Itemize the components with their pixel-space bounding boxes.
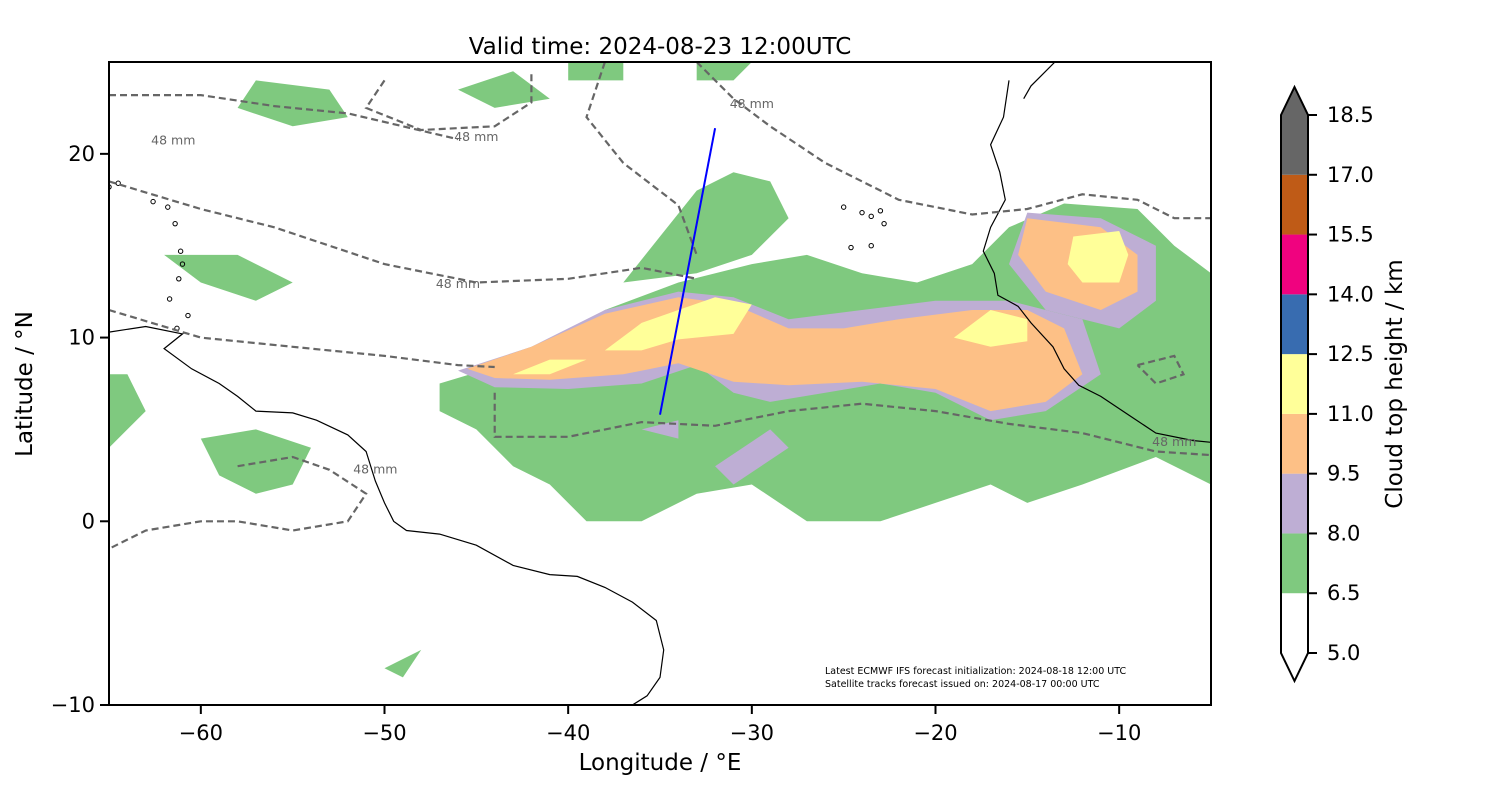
colorbar-segment	[1281, 593, 1308, 653]
colorbar-tick-label: 18.5	[1327, 103, 1374, 127]
colorbar-segment	[1281, 413, 1308, 474]
contour-label: 48 mm	[151, 133, 195, 148]
island	[868, 243, 874, 249]
x-tick-label: −10	[1097, 721, 1141, 745]
island	[185, 312, 191, 319]
colorbar-segment	[1281, 473, 1308, 534]
coastline	[109, 325, 665, 705]
colorbar-tick-label: 8.0	[1327, 521, 1360, 545]
island	[868, 213, 874, 220]
colorbar: 5.0 6.5 8.0 9.5 11.0 12.5 14.0 15.5 17.0 18.5	[1280, 84, 1374, 684]
cloud-region-low	[237, 80, 348, 127]
x-tick-label: −50	[362, 721, 406, 745]
island	[179, 261, 186, 267]
colorbar-extend-max	[1281, 87, 1308, 115]
colorbar-tick-label: 14.0	[1327, 282, 1374, 306]
precip-contour	[695, 62, 1211, 220]
x-tick-label: −20	[913, 721, 957, 745]
cloud-region-top	[1067, 231, 1129, 283]
colorbar-segment	[1281, 234, 1308, 295]
colorbar-extend-min	[1281, 653, 1308, 681]
island	[176, 276, 182, 282]
footnote-line-2: Satellite tracks forecast issued on: 202…	[825, 679, 1100, 690]
x-tick-label: −60	[179, 721, 223, 745]
island	[859, 209, 865, 216]
satellite-track	[659, 127, 717, 415]
island	[848, 244, 854, 251]
contour-label: 48 mm	[730, 96, 774, 111]
colorbar-tick-label: 5.0	[1327, 641, 1360, 665]
colorbar-tick-label: 11.0	[1327, 402, 1374, 426]
x-tick-label: −30	[730, 721, 774, 745]
map-plot-area: 48 mm 48 mm 48 mm 48 mm 48 mm 48 mm	[109, 62, 1211, 705]
colorbar-label: Cloud top height / km	[1382, 259, 1408, 508]
island	[840, 204, 847, 210]
island	[172, 220, 178, 227]
cloud-region-high	[467, 297, 1083, 412]
footnote-line-1: Latest ECMWF IFS forecast initialization…	[825, 666, 1126, 677]
cloud-region-low	[623, 172, 789, 283]
coastline	[982, 80, 1211, 443]
cloud-region-low	[696, 62, 752, 81]
precip-contour	[109, 93, 459, 141]
island	[177, 248, 184, 254]
y-tick-label: −10	[51, 693, 95, 717]
cloud-region-mid	[715, 429, 789, 485]
contour-label: 48 mm	[353, 462, 397, 477]
colorbar-segment	[1281, 294, 1308, 355]
coastlines	[109, 62, 1211, 705]
precip-contour	[109, 308, 495, 369]
colorbar-segment	[1281, 354, 1308, 414]
precip-contour	[1136, 354, 1186, 385]
y-tick-label: 10	[68, 326, 95, 350]
precip-contour	[109, 455, 368, 550]
colorbar-tick-label: 15.5	[1327, 223, 1374, 247]
x-tick-label: −40	[546, 721, 590, 745]
cloud-region-low	[200, 429, 311, 494]
precip-contour	[109, 180, 697, 284]
map-title: Valid time: 2024-08-23 12:00UTC	[469, 34, 852, 60]
island	[150, 198, 156, 205]
y-axis: 20 10 0 −10	[51, 142, 109, 717]
colorbar-tick-label: 17.0	[1327, 163, 1374, 187]
colorbar-segment	[1281, 115, 1308, 175]
island	[877, 208, 884, 214]
colorbar-tick-label: 9.5	[1327, 462, 1360, 486]
y-tick-label: 20	[68, 142, 95, 166]
island	[165, 204, 171, 210]
plot-frame	[108, 61, 1212, 706]
cloud-region-low	[384, 649, 422, 678]
y-axis-label: Latitude / °N	[12, 311, 38, 457]
cloud-region-low	[568, 62, 624, 81]
cloud-region-mid	[641, 420, 679, 439]
contour-label: 48 mm	[1152, 434, 1196, 449]
precip-contour	[364, 71, 533, 132]
colorbar-tick-label: 12.5	[1327, 342, 1374, 366]
x-axis-label: Longitude / °E	[579, 750, 742, 776]
precipitation-contours	[109, 62, 1211, 550]
cloud-region-low	[458, 71, 550, 108]
colorbar-segment	[1281, 533, 1308, 594]
island	[881, 220, 887, 227]
contour-labels: 48 mm 48 mm 48 mm 48 mm 48 mm 48 mm	[151, 96, 1196, 477]
precip-contour	[585, 62, 698, 256]
x-axis: −60 −50 −40 −30 −20 −10	[179, 705, 1141, 745]
cloud-region-low	[164, 254, 293, 301]
precip-contour	[493, 392, 1211, 457]
y-tick-label: 0	[82, 509, 95, 533]
satellite-track-layer	[659, 127, 717, 415]
cloud-region-top	[513, 359, 587, 375]
coastline	[1023, 62, 1056, 99]
contour-label: 48 mm	[454, 129, 498, 144]
colorbar-tick-label: 6.5	[1327, 581, 1360, 605]
cloud-region-top	[953, 310, 1028, 347]
island	[166, 296, 173, 302]
contour-label: 48 mm	[436, 276, 480, 291]
island	[115, 180, 121, 186]
cloud-region-low	[109, 374, 146, 448]
colorbar-segment	[1281, 174, 1308, 235]
